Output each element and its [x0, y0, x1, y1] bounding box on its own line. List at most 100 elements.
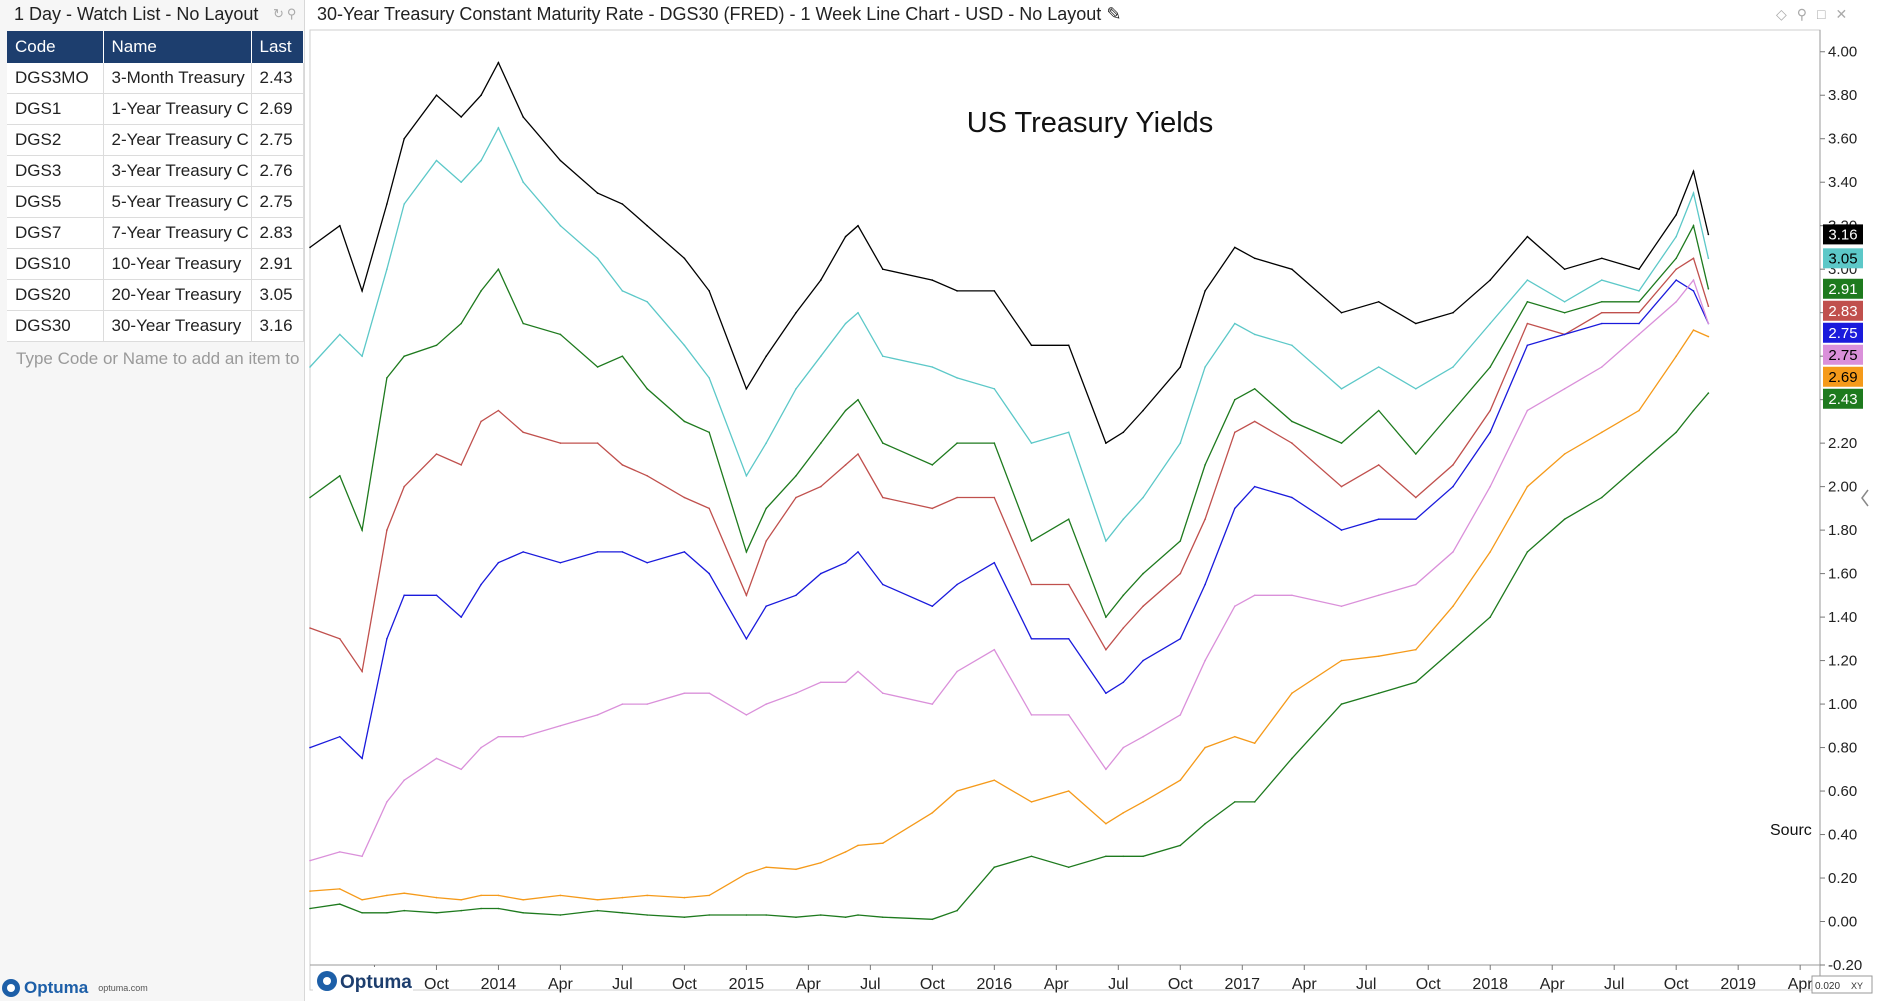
xy-readout[interactable]: 0.020 XY: [1811, 975, 1873, 994]
x-tick-label: Oct: [920, 976, 945, 993]
y-tick-label: 2.00: [1828, 479, 1857, 496]
table-row[interactable]: DGS10 10-Year Treasury 2.91: [7, 248, 304, 280]
y-tick-label: 1.60: [1828, 566, 1857, 583]
diamond-icon[interactable]: ◇: [1776, 6, 1797, 22]
last-value-text: 2.69: [1828, 369, 1857, 386]
x-tick-label: 2014: [481, 976, 517, 993]
last-value-badge: [1823, 224, 1863, 245]
series-line: [309, 223, 1710, 619]
series-line: [309, 392, 1709, 920]
optuma-logo: Optuma optuma.com: [2, 977, 148, 999]
optuma-logo-text: Optuma: [24, 978, 89, 997]
watchlist-panel: 1 Day - Watch List - No Layout ↻⚲ Code N…: [0, 0, 305, 1001]
y-tick-label: 3.40: [1828, 174, 1857, 191]
table-row[interactable]: DGS3MO 3-Month Treasury 2.43: [7, 63, 304, 94]
series-line: [309, 279, 1709, 760]
x-tick-label: 2018: [1472, 976, 1508, 993]
row-code: DGS10: [7, 248, 104, 280]
table-row[interactable]: DGS7 7-Year Treasury C 2.83: [7, 217, 304, 249]
y-tick-label: 0.00: [1828, 914, 1857, 931]
series-line: [309, 257, 1710, 674]
y-tick-label: 0.80: [1828, 740, 1857, 757]
x-tick-label: Jul: [860, 976, 880, 993]
pin-icon[interactable]: ⚲: [1796, 6, 1818, 22]
row-name: 10-Year Treasury: [103, 248, 252, 280]
x-tick-label: 2015: [729, 976, 765, 993]
x-tick-label: Apr: [548, 976, 574, 993]
pin-icon[interactable]: ⚲: [286, 6, 300, 21]
y-tick-label: 2.20: [1828, 435, 1857, 452]
x-tick-label: Apr: [796, 976, 822, 993]
y-tick-label: 3.60: [1828, 131, 1857, 148]
x-tick-label: 2017: [1224, 976, 1260, 993]
row-name: 30-Year Treasury: [103, 310, 252, 342]
row-last: 3.05: [251, 279, 304, 311]
table-row[interactable]: DGS30 30-Year Treasury 3.16: [7, 310, 304, 342]
y-tick-label: 0.40: [1828, 827, 1857, 844]
row-last: 2.83: [251, 217, 304, 249]
optuma-chart-logo-text: Optuma: [340, 972, 412, 993]
x-tick-label: Oct: [1416, 976, 1441, 993]
optuma-url-text: optuma.com: [98, 983, 148, 993]
x-tick-label: Apr: [1788, 976, 1814, 993]
x-axis: Jul Oct 2014 Apr Jul Oct 2015 Apr Jul Oct 2016 Apr J…: [364, 965, 1813, 993]
y-tick-label: 3.80: [1828, 87, 1857, 104]
row-last: 2.43: [251, 63, 304, 94]
x-tick-label: Jul: [1108, 976, 1128, 993]
table-row[interactable]: DGS5 5-Year Treasury C 2.75: [7, 186, 304, 218]
column-header-last[interactable]: Last: [251, 31, 304, 63]
optuma-logo-hole: [323, 977, 331, 985]
row-code: DGS30: [7, 310, 104, 342]
last-value-badge: [1823, 366, 1863, 387]
table-row[interactable]: DGS3 3-Year Treasury C 2.76: [7, 155, 304, 187]
row-code: DGS3MO: [7, 63, 104, 94]
pencil-icon[interactable]: ✎: [1106, 4, 1122, 24]
row-code: DGS3: [7, 155, 104, 187]
y-tick-label: 0.60: [1828, 783, 1857, 800]
chart-title: US Treasury Yields: [967, 107, 1214, 139]
window-controls: ◇⚲□✕: [1776, 6, 1857, 23]
column-header-name[interactable]: Name: [103, 31, 252, 63]
add-item-input[interactable]: Type Code or Name to add an item to: [16, 349, 300, 368]
chart-title-text: 30-Year Treasury Constant Maturity Rate …: [317, 4, 1102, 24]
x-tick-label: 2019: [1720, 976, 1756, 993]
y-tick-label: 1.00: [1828, 696, 1857, 713]
x-tick-label: Apr: [1540, 976, 1566, 993]
maximize-icon[interactable]: □: [1817, 6, 1836, 22]
watchlist-title: 1 Day - Watch List - No Layout: [14, 4, 259, 24]
panel-icons[interactable]: ↻⚲: [273, 6, 299, 22]
table-header-row: Code Name Last: [7, 31, 304, 63]
last-value-text: 2.75: [1828, 325, 1857, 342]
table-row[interactable]: DGS2 2-Year Treasury C 2.75: [7, 124, 304, 156]
source-text: Sourc: [1770, 822, 1812, 839]
watchlist-table: Code Name Last DGS3MO 3-Month Treasury 2.4…: [7, 31, 304, 342]
x-tick-label: Apr: [1292, 976, 1318, 993]
column-header-code[interactable]: Code: [7, 31, 104, 63]
plot-border: [309, 29, 1821, 991]
row-name: 1-Year Treasury C: [103, 93, 252, 125]
last-value-text: 3.16: [1828, 226, 1857, 243]
y-tick-label: -0.20: [1828, 957, 1862, 974]
row-code: DGS7: [7, 217, 104, 249]
y-tick-label: 1.80: [1828, 522, 1857, 539]
xy-readout-label: XY: [1851, 981, 1863, 991]
row-last: 2.75: [251, 186, 304, 218]
series-line: [309, 61, 1710, 445]
close-icon[interactable]: ✕: [1835, 6, 1858, 22]
row-last: 2.91: [251, 248, 304, 280]
last-value-text: 2.83: [1828, 303, 1857, 320]
last-value-text: 2.75: [1828, 347, 1857, 364]
optuma-chart-logo: Optuma: [313, 967, 413, 995]
row-name: 5-Year Treasury C: [103, 186, 252, 218]
scroll-right-icon[interactable]: [1861, 489, 1869, 507]
series-lines: [309, 61, 1710, 921]
table-row[interactable]: DGS1 1-Year Treasury C 2.69: [7, 93, 304, 125]
last-value-badge: [1823, 278, 1863, 299]
row-last: 2.69: [251, 93, 304, 125]
table-row[interactable]: DGS20 20-Year Treasury 3.05: [7, 279, 304, 311]
last-value-badge: [1823, 344, 1863, 365]
x-tick-label: Oct: [424, 976, 449, 993]
refresh-icon[interactable]: ↻: [273, 6, 287, 21]
x-tick-label: Jul: [1604, 976, 1624, 993]
